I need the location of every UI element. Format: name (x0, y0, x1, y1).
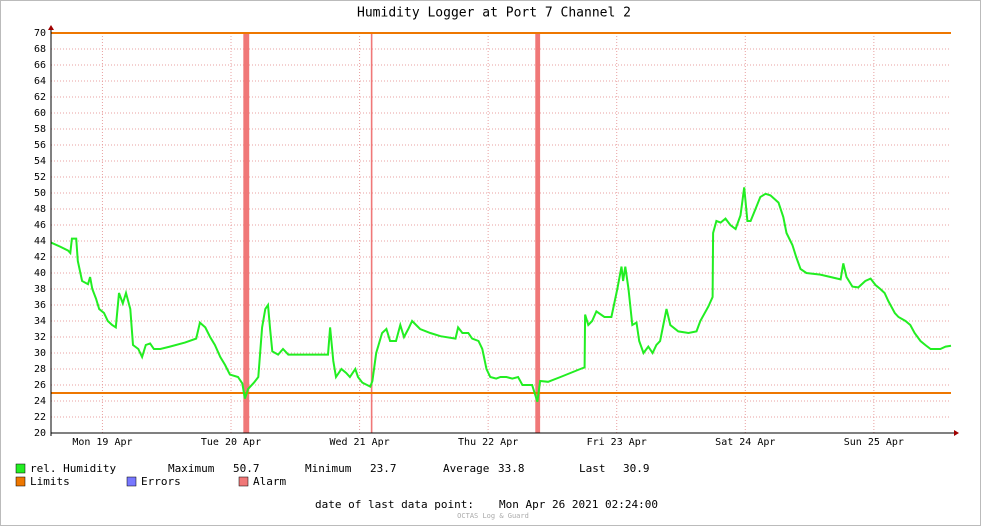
x-tick-label: Sat 24 Apr (715, 437, 775, 448)
y-tick-label: 52 (34, 172, 46, 183)
x-tick-label: Mon 19 Apr (72, 437, 132, 448)
stat-value: 23.7 (370, 462, 397, 475)
legend-swatch (238, 476, 249, 487)
y-tick-label: 48 (34, 204, 46, 215)
y-tick-label: 66 (34, 60, 46, 71)
y-tick-label: 36 (34, 300, 46, 311)
y-tick-label: 68 (34, 44, 46, 55)
y-tick-label: 34 (34, 316, 46, 327)
y-tick-label: 40 (34, 268, 46, 279)
x-tick-label: Sun 25 Apr (844, 437, 904, 448)
legend-label: rel. Humidity (30, 462, 116, 475)
y-tick-label: 64 (34, 76, 46, 87)
alarm-band (243, 33, 250, 433)
y-tick-label: 58 (34, 124, 46, 135)
footer-label: date of last data point: (315, 498, 474, 511)
y-tick-label: 26 (34, 380, 46, 391)
y-tick-label: 28 (34, 364, 46, 375)
legend-swatch (15, 463, 26, 474)
x-tick-label: Thu 22 Apr (458, 437, 518, 448)
y-tick-label: 50 (34, 188, 46, 199)
legend-label: Errors (141, 475, 181, 488)
legend-swatch (126, 476, 137, 487)
y-tick-label: 44 (34, 236, 46, 247)
y-tick-label: 30 (34, 348, 46, 359)
y-tick-label: 24 (34, 396, 46, 407)
y-tick-label: 32 (34, 332, 46, 343)
stat-label: Average (443, 462, 489, 475)
y-tick-label: 62 (34, 92, 46, 103)
y-tick-label: 54 (34, 156, 46, 167)
legend-label: Limits (30, 475, 70, 488)
y-tick-label: 70 (34, 28, 46, 39)
axis-arrow (48, 25, 54, 30)
chart-title: Humidity Logger at Port 7 Channel 2 (357, 6, 631, 21)
legend-label: Alarm (253, 475, 286, 488)
y-tick-label: 56 (34, 140, 46, 151)
watermark: OCTAS Log & Guard (457, 512, 529, 520)
stat-value: 50.7 (233, 462, 260, 475)
stat-label: Last (579, 462, 606, 475)
footer-value: Mon Apr 26 2021 02:24:00 (499, 498, 658, 511)
legend-swatch (15, 476, 26, 487)
y-tick-label: 38 (34, 284, 46, 295)
y-tick-label: 20 (34, 428, 46, 439)
alarm-band (535, 33, 541, 433)
stat-value: 30.9 (623, 462, 650, 475)
x-tick-label: Tue 20 Apr (201, 437, 261, 448)
x-tick-label: Fri 23 Apr (587, 437, 647, 448)
alarm-band (370, 33, 373, 433)
y-tick-label: 46 (34, 220, 46, 231)
y-tick-label: 42 (34, 252, 46, 263)
y-tick-label: 60 (34, 108, 46, 119)
stat-label: Minimum (305, 462, 352, 475)
stat-value: 33.8 (498, 462, 525, 475)
axis-arrow (954, 430, 959, 436)
stat-label: Maximum (168, 462, 215, 475)
x-tick-label: Wed 21 Apr (329, 437, 389, 448)
data-line (50, 187, 952, 403)
y-tick-label: 22 (34, 412, 46, 423)
